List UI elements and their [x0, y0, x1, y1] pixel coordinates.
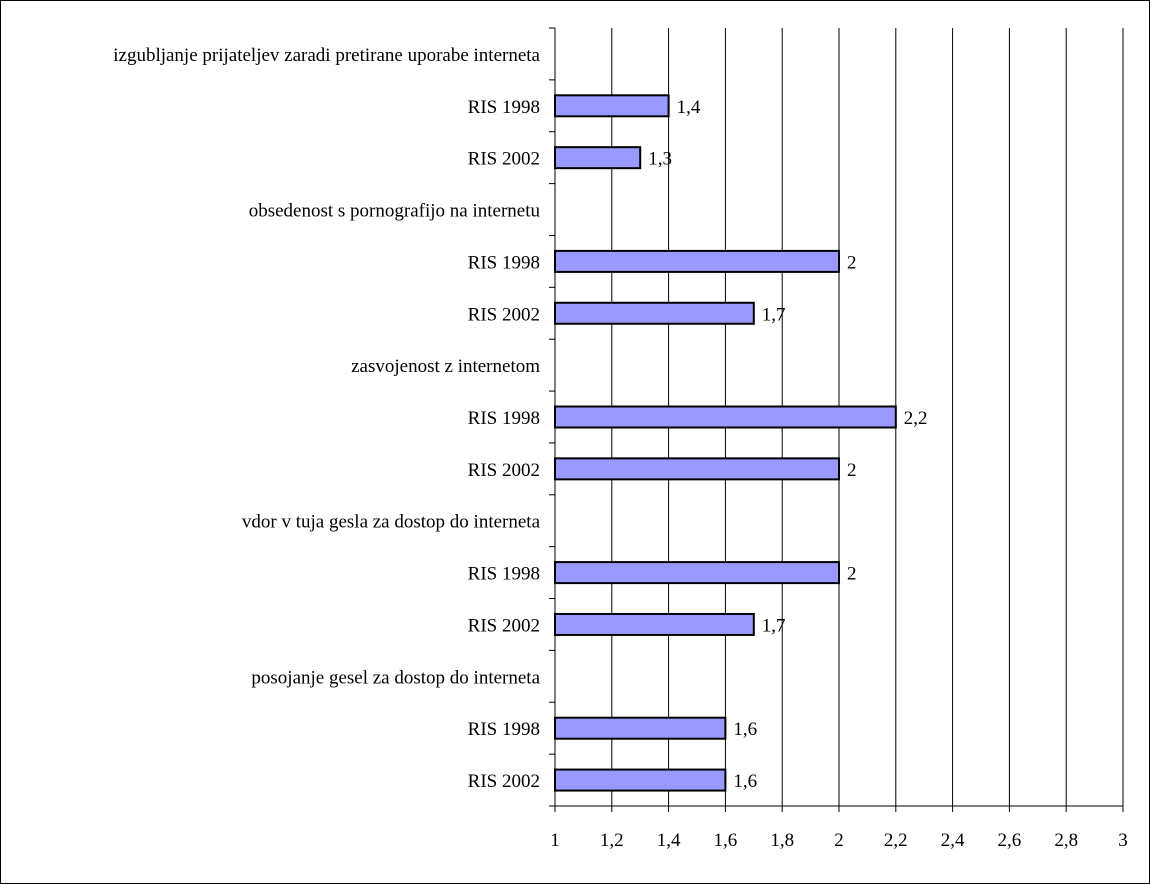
category-label: RIS 1998 [468, 408, 540, 429]
bar [554, 768, 727, 792]
bar [554, 612, 755, 636]
group-label: izgubljanje prijateljev zaradi pretirane… [113, 45, 540, 66]
bar [554, 457, 840, 481]
x-tick-label: 2,4 [941, 830, 965, 851]
bar [554, 146, 642, 170]
category-label: RIS 2002 [468, 771, 540, 792]
data-label: 1,7 [762, 615, 786, 636]
x-tick-label: 1,6 [714, 830, 738, 851]
category-label: RIS 1998 [468, 564, 540, 585]
x-tick-label: 1,8 [770, 830, 794, 851]
x-tick-label: 2,8 [1054, 830, 1078, 851]
data-label: 1,3 [648, 149, 672, 170]
category-label: RIS 2002 [468, 615, 540, 636]
category-label: RIS 1998 [468, 719, 540, 740]
x-tick-label: 2,6 [998, 830, 1022, 851]
x-tick-label: 1,4 [657, 830, 681, 851]
category-label: RIS 2002 [468, 460, 540, 481]
group-label: zasvojenost z internetom [351, 356, 540, 377]
category-label: RIS 2002 [468, 304, 540, 325]
category-label: RIS 1998 [468, 252, 540, 273]
data-label: 1,4 [677, 97, 701, 118]
x-tick-label: 2 [834, 830, 844, 851]
bar [554, 301, 755, 325]
bar [554, 249, 840, 273]
data-label: 1,7 [762, 304, 786, 325]
data-label: 1,6 [733, 719, 757, 740]
data-label: 2,2 [904, 408, 928, 429]
data-label: 2 [847, 564, 857, 585]
group-label: obsedenost s pornografijo na internetu [249, 201, 541, 222]
x-tick-label: 3 [1118, 830, 1128, 851]
group-label: vdor v tuja gesla za dostop do interneta [242, 512, 541, 533]
bar [554, 716, 727, 740]
x-tick-label: 1,2 [600, 830, 624, 851]
x-tick-label: 2,2 [884, 830, 908, 851]
category-label: RIS 1998 [468, 97, 540, 118]
data-label: 2 [847, 252, 857, 273]
bar [554, 94, 670, 118]
data-label: 2 [847, 460, 857, 481]
data-label: 1,6 [733, 771, 757, 792]
bar [554, 405, 897, 429]
bar [554, 561, 840, 585]
group-label: posojanje gesel za dostop do interneta [251, 667, 540, 688]
x-tick-label: 1 [550, 830, 560, 851]
category-label: RIS 2002 [468, 149, 540, 170]
